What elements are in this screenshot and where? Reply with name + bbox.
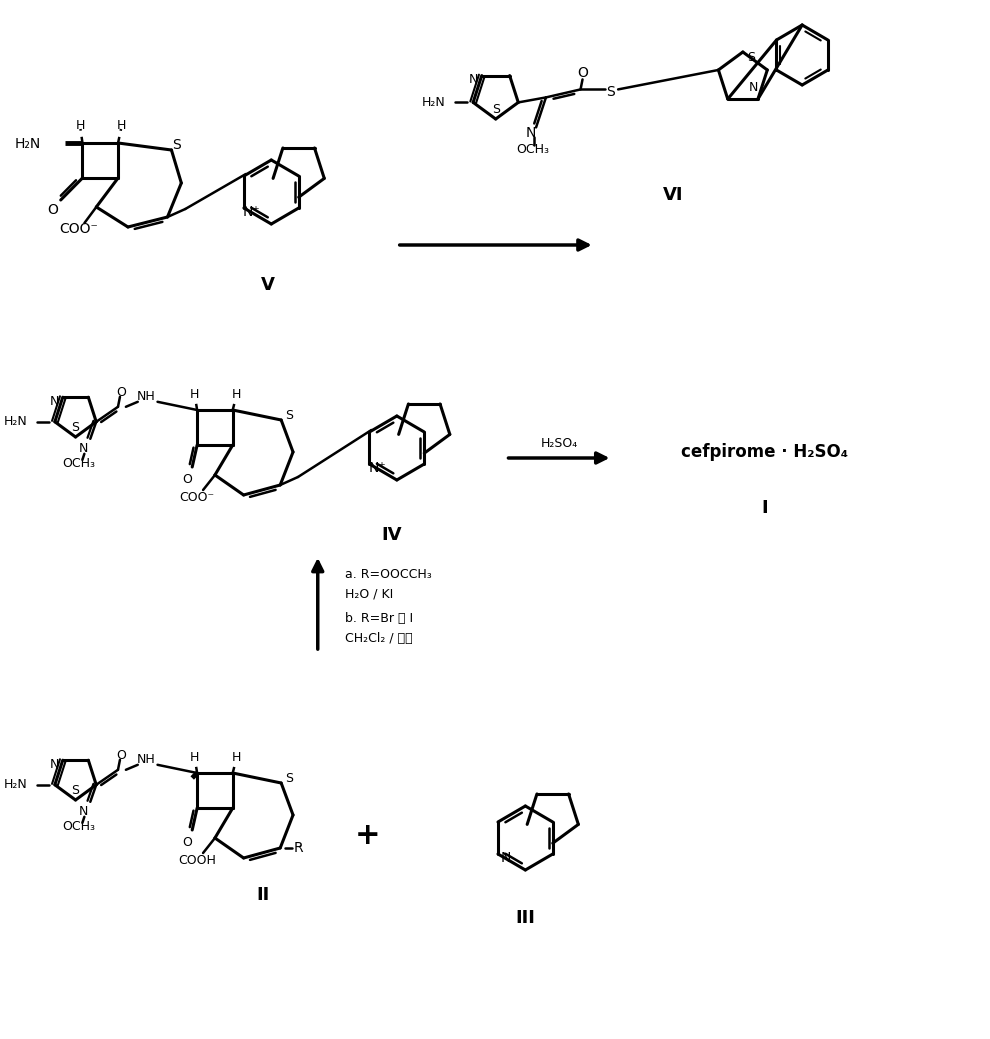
Text: H₂N: H₂N (422, 96, 446, 109)
Text: VI: VI (663, 186, 684, 204)
Text: O: O (48, 203, 58, 217)
Text: a. R=OOCCH₃: a. R=OOCCH₃ (346, 567, 433, 581)
Text: H: H (76, 118, 85, 132)
Text: S: S (285, 408, 293, 422)
Text: S: S (492, 103, 500, 115)
Text: N: N (526, 127, 537, 140)
Text: NH: NH (137, 391, 155, 403)
Text: S: S (746, 51, 754, 63)
Text: O: O (182, 835, 192, 849)
Text: NH: NH (137, 753, 155, 767)
Text: N: N (78, 443, 88, 455)
Text: H₂N: H₂N (3, 416, 27, 428)
Text: H: H (232, 750, 242, 764)
Text: N: N (50, 395, 59, 407)
Text: I: I (761, 499, 768, 517)
Text: N: N (748, 81, 757, 94)
Text: COOH: COOH (178, 853, 216, 867)
Text: H₂N: H₂N (3, 778, 27, 792)
Text: N: N (501, 851, 511, 865)
Text: N⁺: N⁺ (368, 461, 386, 475)
Text: COO⁻: COO⁻ (179, 490, 215, 504)
Text: cefpirome · H₂SO₄: cefpirome · H₂SO₄ (681, 443, 848, 461)
Text: S: S (285, 772, 293, 784)
Text: OCH₃: OCH₃ (517, 143, 549, 156)
Text: +: + (354, 821, 380, 850)
Text: S: S (172, 138, 181, 152)
Text: O: O (577, 66, 588, 80)
Text: S: S (71, 421, 79, 433)
Text: COO⁻: COO⁻ (59, 222, 98, 236)
Text: H: H (232, 388, 242, 400)
Text: S: S (606, 85, 615, 100)
Text: O: O (182, 473, 192, 485)
Text: O: O (116, 749, 126, 763)
Text: N: N (469, 73, 478, 86)
Text: OCH₃: OCH₃ (62, 457, 95, 471)
Text: CH₂Cl₂ / 回流: CH₂Cl₂ / 回流 (346, 632, 413, 644)
Text: II: II (256, 886, 270, 904)
Text: V: V (261, 276, 275, 294)
Text: R: R (293, 841, 303, 855)
Text: H: H (189, 750, 199, 764)
Text: N: N (50, 757, 59, 771)
Text: H₂O / KI: H₂O / KI (346, 587, 394, 601)
Text: H₂SO₄: H₂SO₄ (541, 436, 577, 450)
Text: III: III (516, 909, 536, 927)
Text: S: S (71, 783, 79, 797)
Text: b. R=Br 或 I: b. R=Br 或 I (346, 612, 414, 624)
Text: OCH₃: OCH₃ (62, 821, 95, 833)
Text: H: H (189, 388, 199, 400)
Text: N⁺: N⁺ (243, 205, 260, 219)
Text: IV: IV (382, 526, 402, 544)
Text: O: O (116, 387, 126, 399)
Text: H: H (117, 118, 126, 132)
Text: H₂N: H₂N (15, 137, 41, 151)
Text: N: N (78, 805, 88, 819)
